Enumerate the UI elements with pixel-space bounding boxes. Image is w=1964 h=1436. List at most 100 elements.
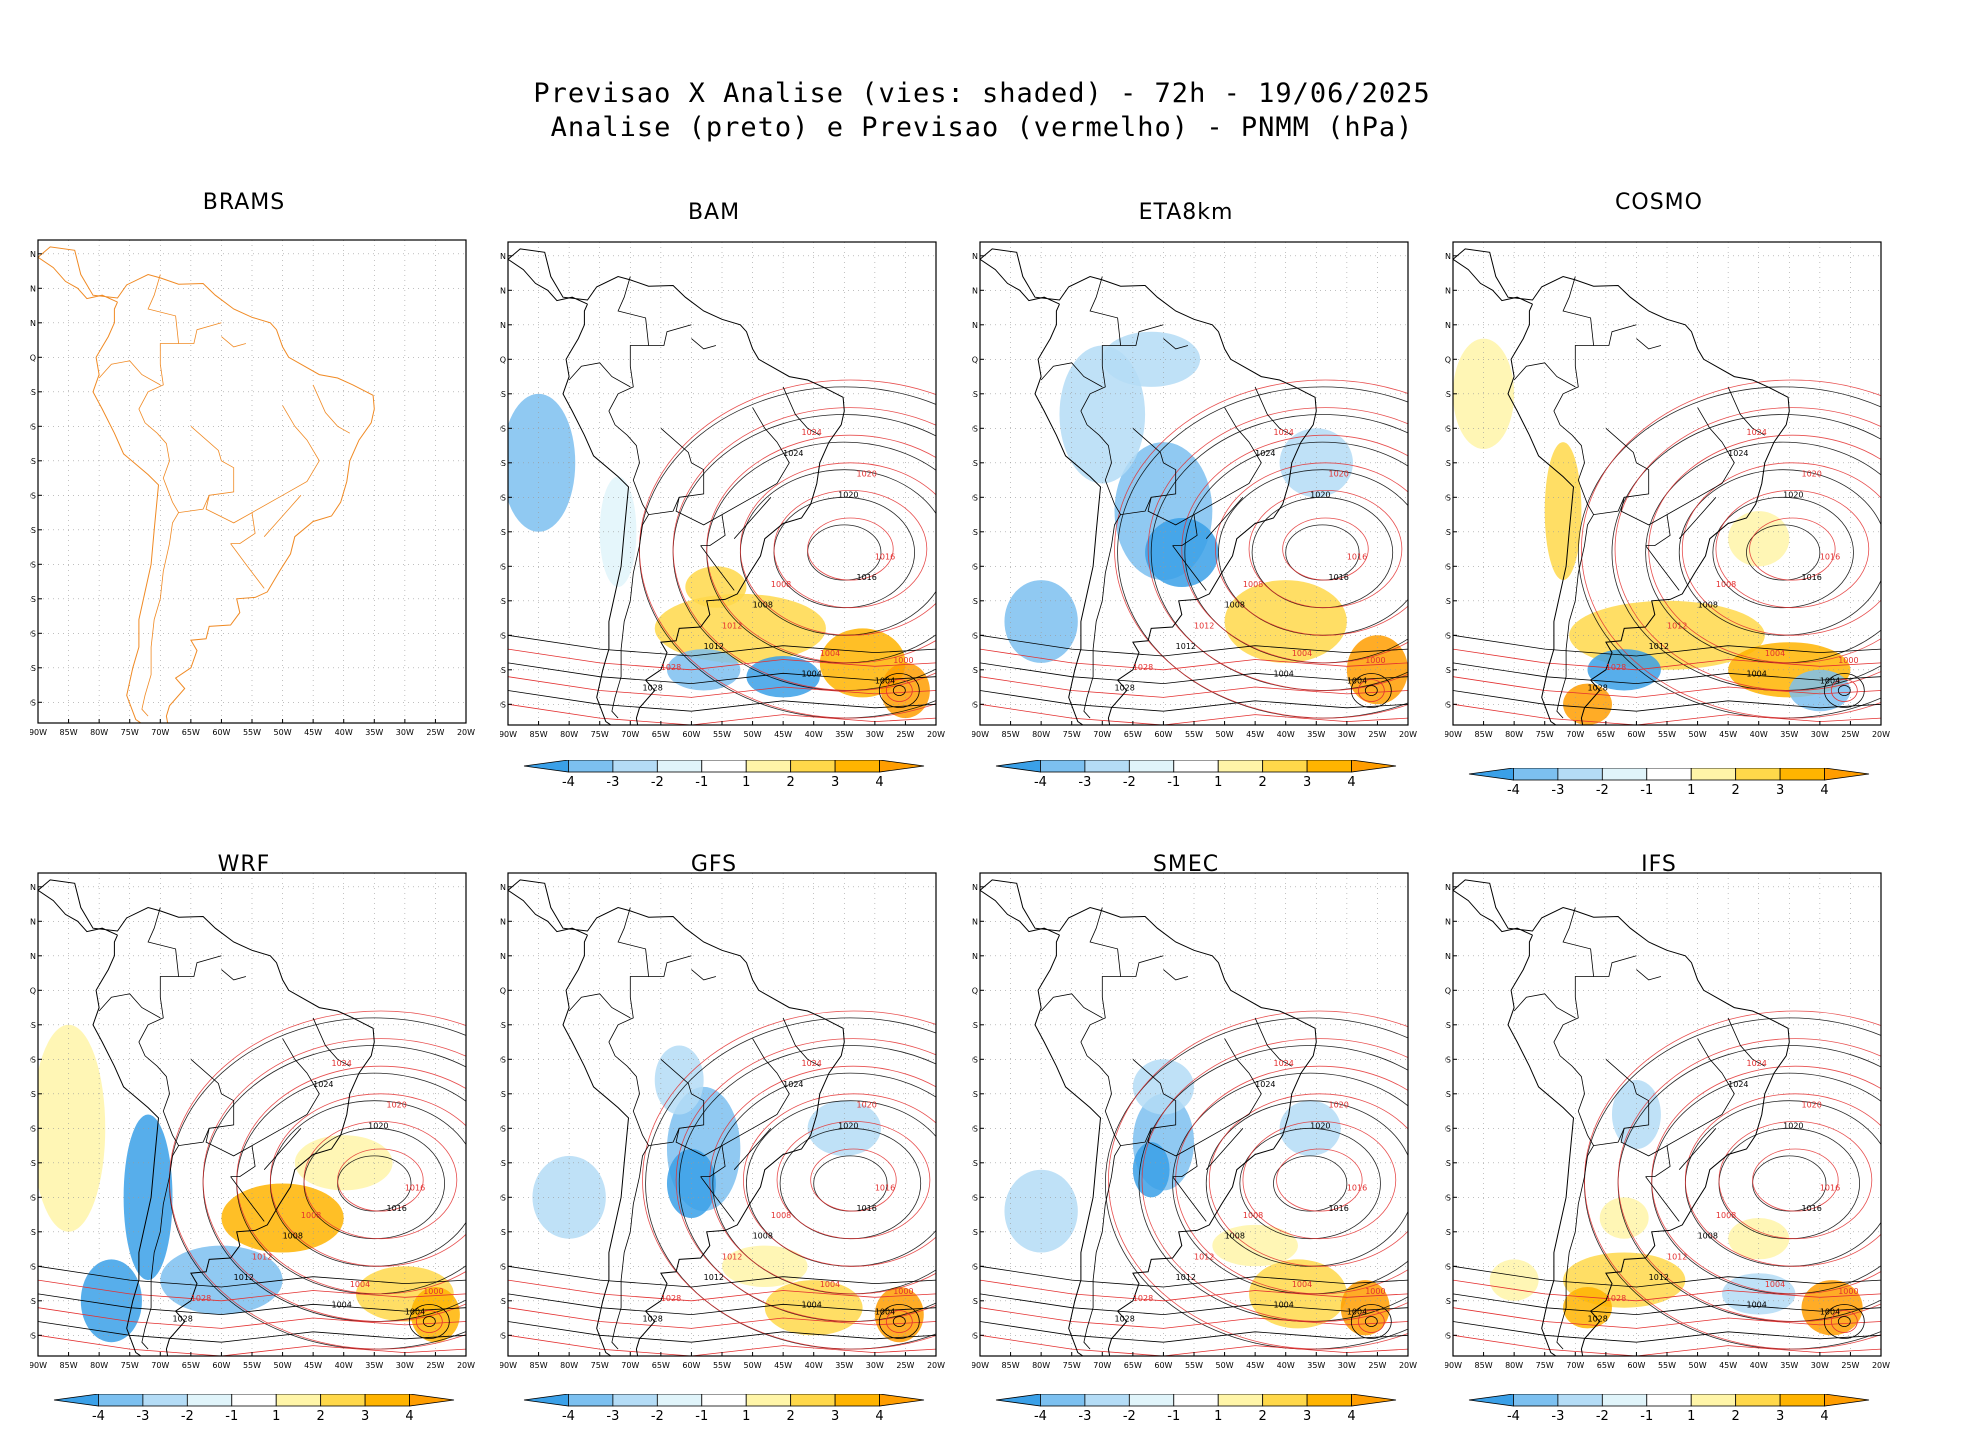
y-tick-label: 45S <box>1445 666 1451 675</box>
x-tick-label: 20W <box>1399 730 1417 739</box>
low-contour <box>422 1316 436 1327</box>
country-border <box>263 495 302 537</box>
map-plot: 1004 1004 1008 1008 1012 1012 1016 1016 1020 1020… <box>500 241 945 739</box>
forecast-isobar-label: 1016 <box>875 552 895 561</box>
analysis-isobar-label: 1024 <box>313 1080 333 1089</box>
colorbar-label: -3 <box>136 1409 149 1424</box>
y-tick-label: 25S <box>1445 528 1451 537</box>
colorbar-label: 1 <box>742 1409 750 1424</box>
panel-cosmo: COSMO 1004 1004 1008 1008 1012 1012 1016 1016 102… <box>1445 190 1915 739</box>
y-tick-label: 15N <box>972 883 978 892</box>
colorbar-bin <box>1306 1394 1352 1407</box>
isobar-line <box>980 690 1408 712</box>
country-border <box>733 1128 772 1170</box>
x-tick-label: 50W <box>1689 730 1707 739</box>
forecast-isobar <box>1175 1065 1408 1295</box>
analysis-isobar-label: 1028 <box>173 1315 193 1324</box>
forecast-isobar <box>709 1065 936 1295</box>
y-tick-label: 10S <box>30 422 36 431</box>
x-tick-label: 75W <box>121 1361 139 1370</box>
y-tick-label: 40S <box>500 1262 506 1271</box>
coastline <box>508 879 845 1356</box>
isobar-line <box>508 1293 936 1316</box>
isobar-line <box>508 662 936 685</box>
y-tick-label: 25S <box>972 1159 978 1168</box>
x-tick-label: 50W <box>274 728 292 737</box>
map-plot: 1004 1004 1008 1008 1012 1012 1016 1016 1020 1020… <box>1445 872 1890 1370</box>
analysis-isobar-label: 1004 <box>1347 677 1367 686</box>
isobar-line <box>508 648 936 671</box>
isobar-line <box>508 1265 936 1288</box>
country-border <box>648 324 692 346</box>
colorbar-label: 3 <box>1303 1409 1311 1424</box>
forecast-isobar-label: 1008 <box>301 1211 321 1220</box>
forecast-isobar-label: 1016 <box>405 1183 425 1192</box>
y-tick-label: 15N <box>500 252 506 261</box>
colorbar-bin <box>1173 760 1219 773</box>
coastline <box>38 246 375 723</box>
country-border <box>611 1145 649 1350</box>
colorbar-label: 3 <box>1303 775 1311 790</box>
colorbar-label: 4 <box>1347 775 1355 790</box>
y-tick-label: 10N <box>972 286 978 295</box>
forecast-isobar-label: 1012 <box>1194 621 1214 630</box>
y-tick-label: 10N <box>30 284 36 293</box>
colorbar-label: -3 <box>606 775 619 790</box>
x-tick-label: 20W <box>1872 730 1890 739</box>
forecast-isobar-label: 1028 <box>661 663 681 672</box>
country-border <box>312 1017 350 1067</box>
country-border <box>1593 324 1637 346</box>
x-tick-label: 30W <box>1338 730 1356 739</box>
forecast-isobar-label: 1004 <box>820 649 840 658</box>
y-tick-label: 10N <box>1445 917 1451 926</box>
x-tick-label: 70W <box>621 1361 639 1370</box>
country-border <box>263 1128 302 1170</box>
colorbar-bin <box>656 760 703 773</box>
analysis-isobar-label: 1008 <box>1225 601 1245 610</box>
country-border <box>1120 955 1164 977</box>
analysis-isobar-label: 1004 <box>801 1301 821 1310</box>
colorbar-extend-high <box>879 1394 925 1407</box>
forecast-isobar-label: 1028 <box>1606 1294 1626 1303</box>
x-tick-label: 20W <box>457 1361 475 1370</box>
analysis-isobar-label: 1008 <box>753 601 773 610</box>
panel-ifs: IFS 1004 1004 1008 1008 1012 1012 1016 1016 1020 1… <box>1445 852 1915 1372</box>
y-tick-label: EQ <box>30 353 36 362</box>
y-tick-label: 25S <box>30 526 36 535</box>
low-contour <box>892 1316 906 1327</box>
colorbar: -4 -3 -2 -1 1 2 3 4 <box>523 760 925 790</box>
colorbar-label: 2 <box>1732 783 1740 798</box>
y-tick-label: 5S <box>1445 390 1451 399</box>
country-border <box>98 993 161 1019</box>
y-tick-label: 15S <box>500 1090 506 1099</box>
y-tick-label: 20S <box>500 493 506 502</box>
colorbar-bin <box>701 1394 747 1407</box>
forecast-isobar-label: 1004 <box>1765 1280 1785 1289</box>
x-tick-label: 45W <box>774 730 792 739</box>
colorbar-bin <box>1173 1394 1219 1407</box>
forecast-isobar <box>1584 1010 1881 1350</box>
x-tick-label: 35W <box>365 1361 383 1370</box>
colorbar-bin <box>1217 1394 1264 1407</box>
colorbar-label: 4 <box>875 1409 883 1424</box>
panel-title: ETA8km <box>1138 200 1234 225</box>
analysis-isobar-label: 1004 <box>1746 1301 1766 1310</box>
y-tick-label: 15N <box>30 883 36 892</box>
y-tick-label: 5N <box>500 321 506 330</box>
low-contour <box>1837 1316 1851 1327</box>
x-tick-label: 30W <box>1338 1361 1356 1370</box>
colorbar: -4 -3 -2 -1 1 2 3 4 <box>995 1394 1397 1424</box>
x-tick-label: 70W <box>151 728 169 737</box>
forecast-isobar <box>807 517 894 581</box>
analysis-isobar-label: 1004 <box>875 677 895 686</box>
y-tick-label: 30S <box>30 1193 36 1202</box>
y-tick-label: 25S <box>972 528 978 537</box>
y-tick-label: 15S <box>972 459 978 468</box>
colorbar-bin <box>1262 1394 1308 1407</box>
colorbar-label: 1 <box>272 1409 280 1424</box>
colorbar-bin <box>1557 1394 1603 1407</box>
country-border <box>1040 362 1103 388</box>
low-contour <box>1357 1310 1385 1333</box>
y-tick-label: 30S <box>972 562 978 571</box>
forecast-isobar <box>1276 1148 1363 1212</box>
